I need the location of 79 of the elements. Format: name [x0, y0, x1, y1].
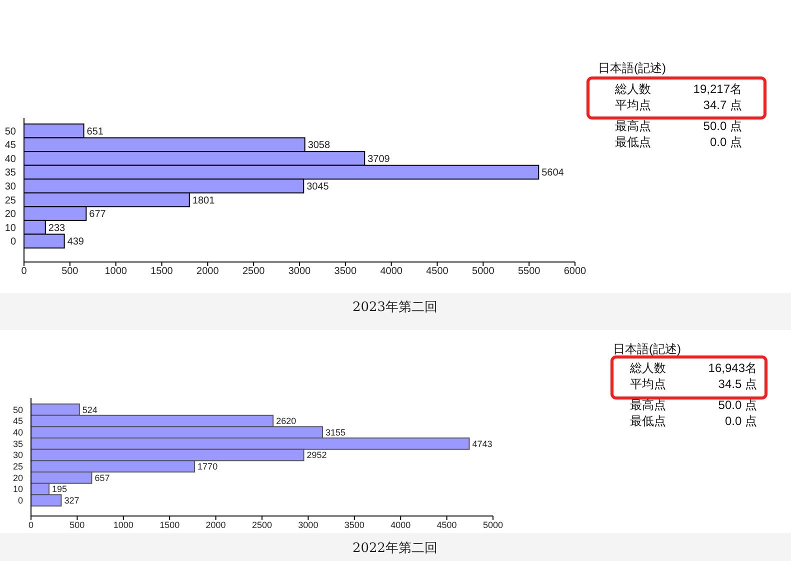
x-tick-label: 2500	[242, 266, 266, 277]
y-tick-label: 30	[12, 450, 23, 460]
text: 日本語(記述)	[613, 342, 681, 356]
text: 34.7 点	[703, 98, 742, 112]
text: 34.5 点	[718, 377, 757, 391]
x-tick-label: 2500	[252, 520, 272, 530]
data-label: 1801	[192, 195, 216, 206]
data-label: 524	[82, 404, 98, 415]
text: 19,217名	[693, 82, 742, 96]
data-label: 3058	[308, 140, 331, 152]
text: 2022年第二回	[352, 541, 438, 556]
x-tick-label: 500	[70, 520, 85, 530]
text: 50.0 点	[718, 398, 757, 412]
x-tick-label: 500	[62, 266, 79, 277]
data-label: 3709	[368, 154, 390, 165]
x-tick-label: 3500	[334, 266, 357, 277]
x-tick-label: 4500	[436, 520, 457, 530]
x-tick-label: 1000	[113, 520, 134, 530]
x-tick-label: 2000	[196, 266, 220, 277]
y-tick-label: 30	[4, 182, 16, 192]
text: 最低点	[615, 135, 651, 149]
y-tick-label: 10	[12, 484, 23, 494]
y-tick-label: 20	[12, 472, 23, 483]
text: 最高点	[630, 398, 666, 412]
data-label: 195	[52, 484, 68, 494]
text: 日本語(記述)	[598, 61, 666, 75]
text: 最低点	[630, 414, 666, 428]
y-tick-label: 40	[4, 154, 16, 165]
data-label: 4743	[472, 438, 492, 449]
y-tick-label: 35	[4, 168, 16, 179]
data-label: 651	[86, 126, 104, 138]
x-tick-label: 5500	[518, 266, 541, 277]
y-tick-label: 50	[4, 126, 16, 138]
x-tick-label: 0	[28, 520, 34, 530]
data-label: 327	[64, 495, 80, 506]
x-tick-label: 3500	[344, 520, 364, 530]
x-tick-label: 4000	[390, 520, 411, 530]
x-tick-label: 1500	[160, 520, 180, 530]
x-tick-label: 4000	[380, 266, 403, 277]
x-tick-label: 3000	[298, 520, 318, 530]
text: 総人数	[629, 361, 666, 375]
text: 平均点	[630, 377, 666, 391]
y-tick-label: 20	[4, 209, 16, 220]
text: 2023年第二回	[352, 300, 438, 315]
data-label: 5604	[542, 168, 564, 179]
data-label: 233	[48, 222, 66, 234]
y-tick-label: 35	[12, 438, 23, 449]
y-tick-label: 0	[18, 495, 23, 506]
y-tick-label: 10	[4, 222, 16, 234]
x-tick-label: 1500	[150, 266, 174, 277]
text: 総人数	[614, 82, 651, 96]
data-label: 657	[94, 472, 110, 483]
text: 16,943名	[708, 361, 757, 375]
text: 最高点	[615, 119, 651, 133]
data-label: 677	[89, 209, 106, 220]
y-tick-label: 40	[12, 427, 23, 438]
x-tick-label: 6000	[564, 266, 587, 277]
y-tick-label: 45	[4, 140, 16, 152]
data-label: 3045	[306, 182, 330, 192]
x-tick-label: 2000	[206, 520, 226, 530]
data-label: 3155	[326, 427, 346, 438]
y-tick-label: 50	[12, 404, 23, 415]
x-tick-label: 1000	[104, 266, 128, 277]
y-tick-label: 25	[4, 195, 16, 206]
x-tick-label: 5000	[472, 266, 495, 277]
y-tick-label: 0	[10, 236, 16, 248]
x-tick-label: 4500	[426, 266, 449, 277]
data-label: 439	[67, 236, 84, 248]
x-tick-label: 3000	[288, 266, 312, 277]
data-label: 2952	[306, 450, 327, 460]
y-tick-label: 45	[12, 416, 23, 426]
text: 平均点	[615, 98, 651, 112]
data-label: 1770	[198, 461, 218, 472]
text: 0.0 点	[710, 135, 742, 149]
text: 0.0 点	[724, 414, 757, 428]
text: 50.0 点	[703, 119, 742, 133]
data-label: 2620	[276, 416, 296, 426]
y-tick-label: 25	[12, 461, 23, 472]
x-tick-label: 5000	[482, 520, 504, 530]
